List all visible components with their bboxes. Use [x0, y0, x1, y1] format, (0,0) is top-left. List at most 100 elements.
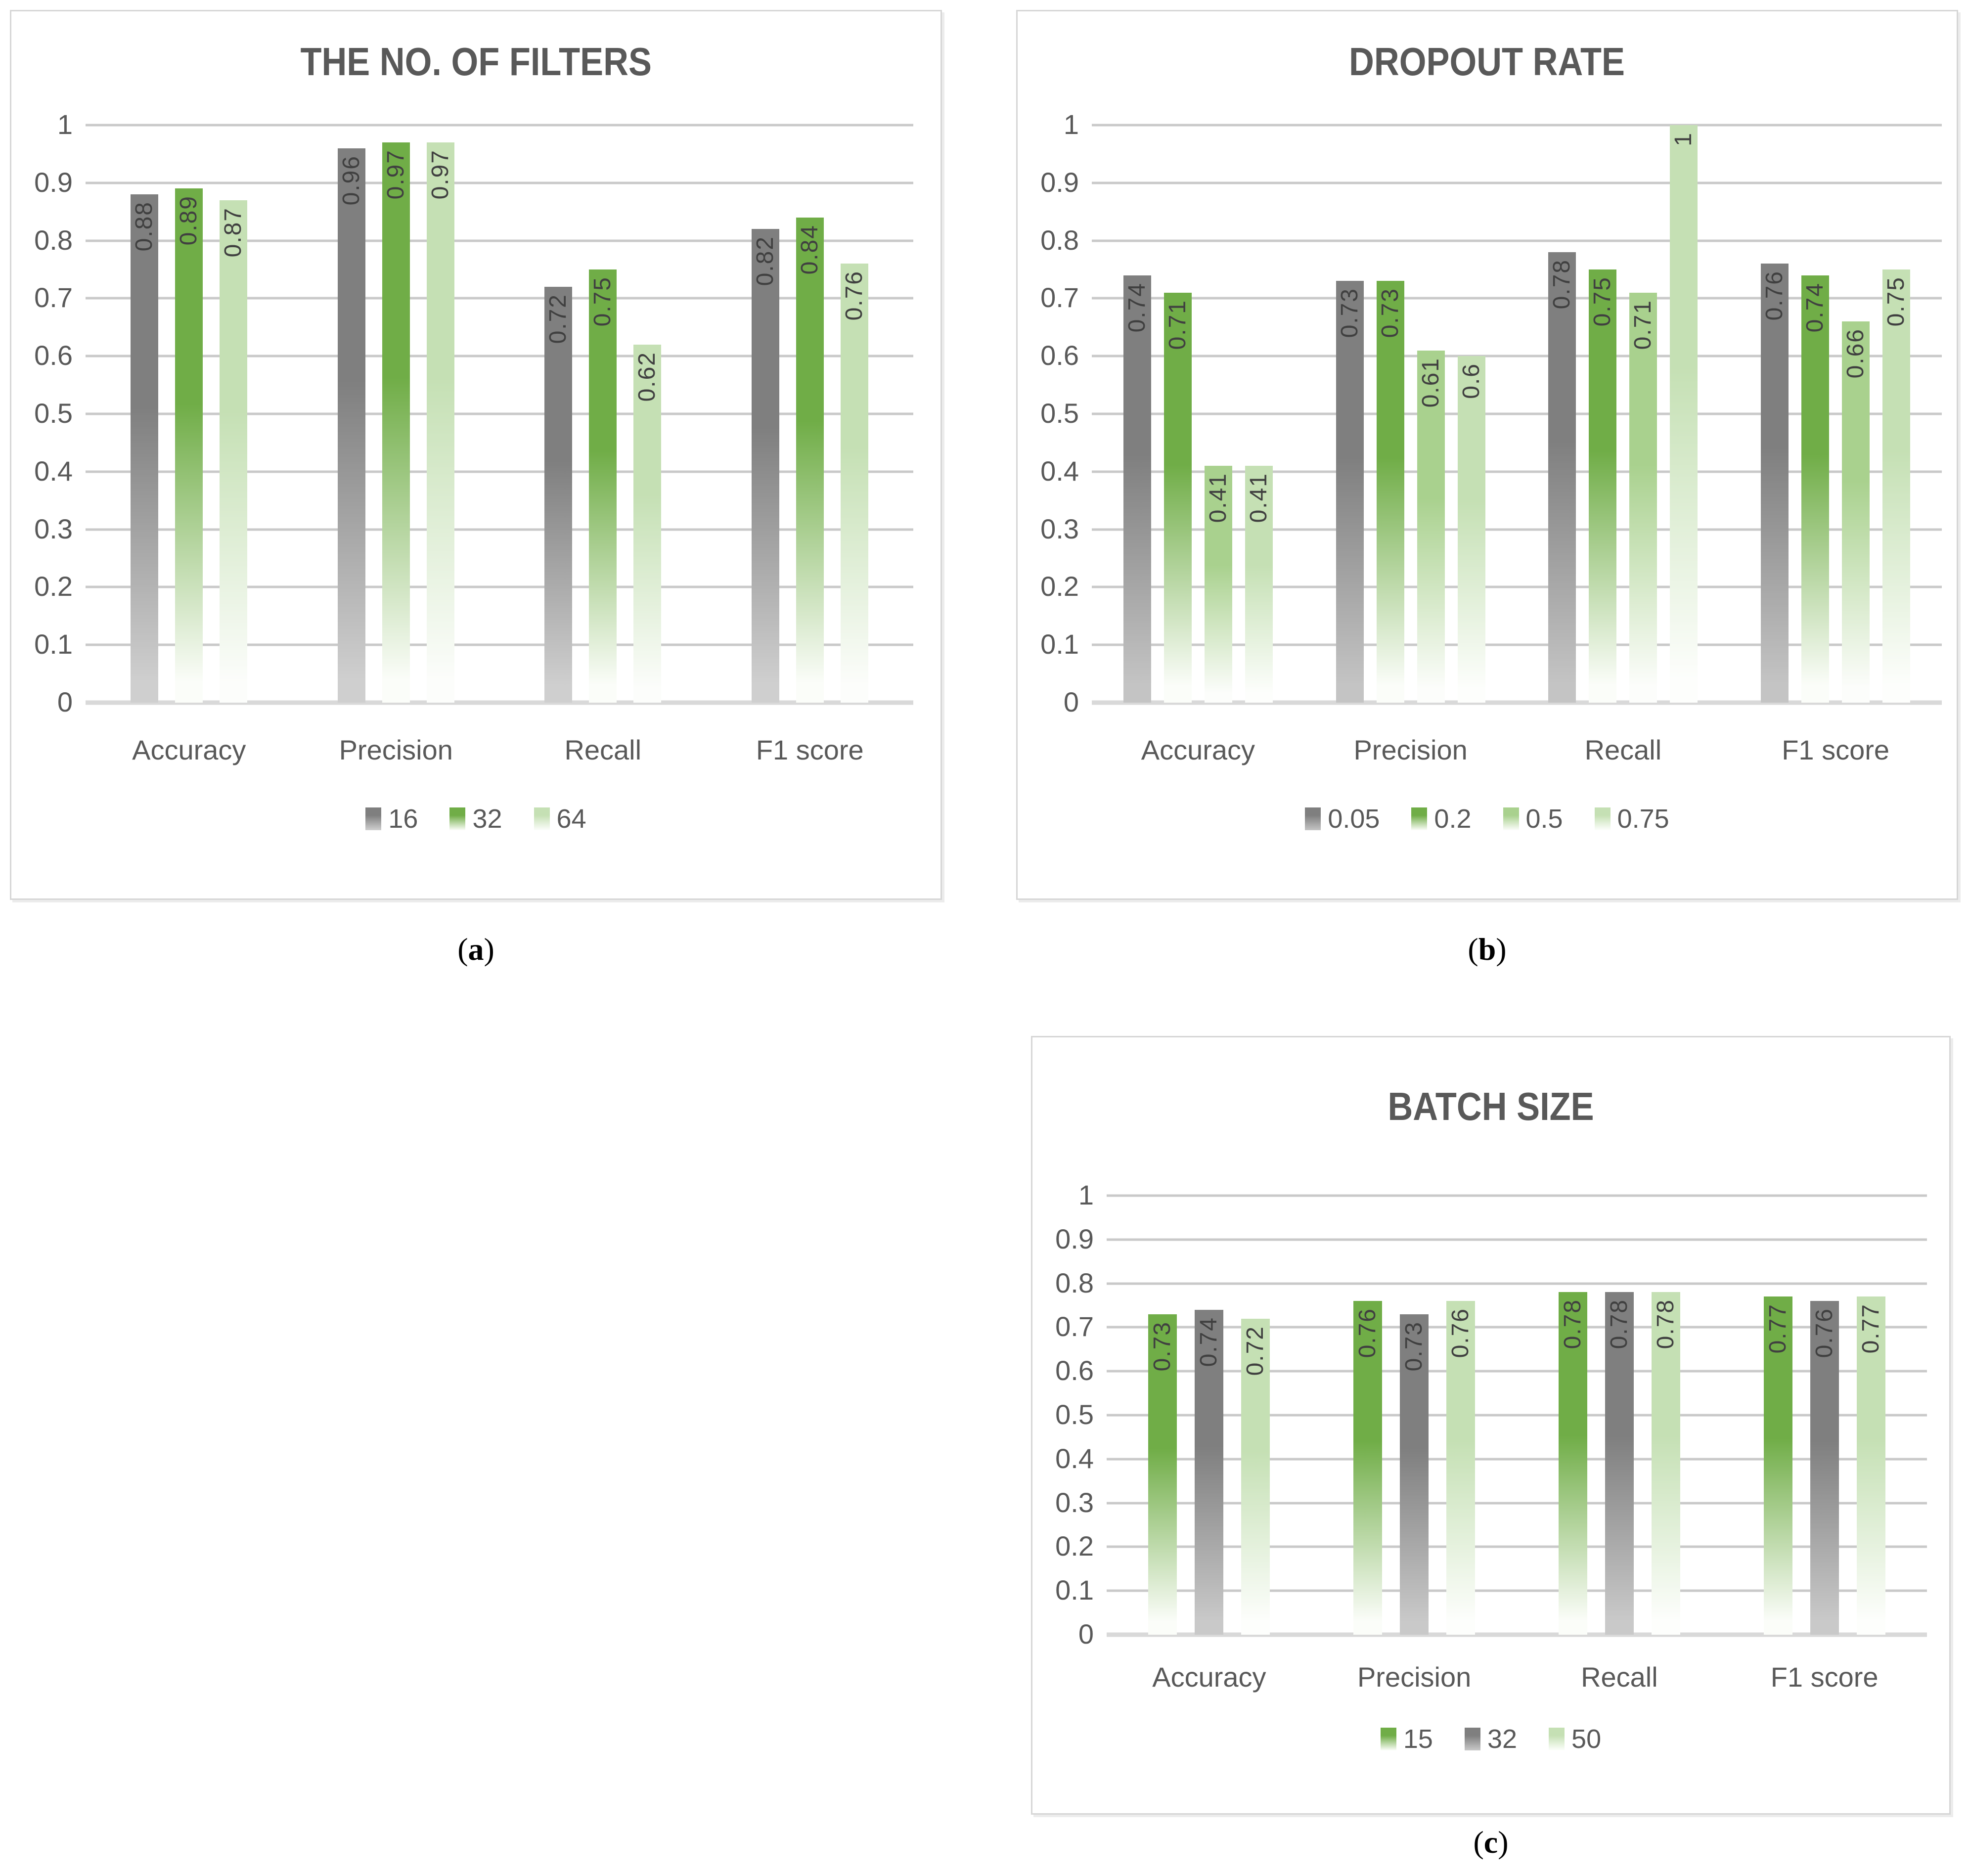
bar-32: 0.76: [1810, 1301, 1839, 1635]
x-axis-line: [1092, 700, 1942, 705]
y-axis: 1 0.9 0.8 0.7 0.6 0.5 0.4 0.3 0.2 0.1 0: [1032, 1181, 1107, 1648]
legend-item: 16: [365, 805, 418, 832]
bar-value-label: 0.72: [1242, 1325, 1269, 1376]
bar-16: 0.82: [751, 229, 779, 703]
bar-value-label: 0.77: [1764, 1303, 1791, 1354]
caption-close-paren: ): [1496, 932, 1507, 967]
bar-group: 0.78 0.78 0.78: [1517, 1196, 1722, 1635]
bar-32: 0.73: [1400, 1314, 1429, 1635]
y-tick-label: 0.8: [1040, 224, 1079, 256]
gridline: [1092, 528, 1942, 531]
y-tick-label: 0.6: [1055, 1355, 1094, 1386]
y-tick-label: 0: [1063, 686, 1079, 717]
gridline: [1092, 643, 1942, 646]
caption-c: (c): [1031, 1824, 1951, 1862]
caption-open-paren: (: [1468, 932, 1478, 967]
bar-value-label: 0.97: [427, 149, 453, 200]
legend-item: 32: [449, 805, 502, 832]
legend-label: 0.75: [1617, 804, 1669, 834]
gridline: [1107, 1238, 1927, 1241]
bar-64: 0.87: [220, 200, 248, 703]
y-tick-label: 1: [57, 108, 73, 140]
legend-swatch: [365, 807, 382, 830]
gridline: [1092, 470, 1942, 473]
bar-50: 0.72: [1241, 1318, 1270, 1635]
bar-0.5: 0.61: [1417, 350, 1445, 703]
legend-swatch: [1464, 1728, 1480, 1750]
bar-15: 0.73: [1148, 1314, 1177, 1635]
bar-16: 0.96: [337, 148, 365, 703]
y-tick-label: 0.4: [1055, 1442, 1094, 1474]
bar-value-label: 0.76: [1761, 270, 1788, 321]
y-tick-label: 0.8: [1055, 1267, 1094, 1298]
chart-panel-num-filters: THE NO. OF FILTERS 1 0.9 0.8 0.7 0.6 0.5 0.4 0.…: [10, 10, 942, 900]
chart-title-text: BATCH SIZE: [1387, 1084, 1594, 1128]
x-axis-labels: Accuracy Precision Recall F1 score: [1092, 734, 1942, 766]
bar-0.05: 0.73: [1336, 281, 1364, 703]
bar-0.05: 0.74: [1123, 275, 1151, 703]
bar-0.2: 0.71: [1164, 292, 1192, 703]
bar-0.05: 0.78: [1548, 252, 1576, 703]
bar-0.2: 0.74: [1801, 275, 1830, 703]
bar-value-label: 0.73: [1149, 1321, 1176, 1372]
bar-value-label: 0.73: [1336, 288, 1363, 338]
plot-area: 0.74 0.71 0.41 0.41 0.73 0.73 0.61 0.6 0.78 0.75 0…: [1092, 124, 1942, 705]
bar-value-label: 0.96: [338, 155, 364, 206]
y-tick-label: 0.6: [34, 340, 73, 371]
chart-area: 1 0.9 0.8 0.7 0.6 0.5 0.4 0.3 0.2 0.1 0 0.88 0.89 0.…: [11, 110, 940, 715]
bar-32: 0.78: [1605, 1292, 1634, 1635]
chart-title: DROPOUT RATE: [1018, 40, 1957, 84]
legend-item: 64: [534, 805, 586, 832]
bar-value-label: 0.76: [1354, 1308, 1381, 1358]
bar-64: 0.76: [840, 264, 868, 703]
gridline: [1107, 1545, 1927, 1548]
y-tick-label: 0: [1078, 1618, 1094, 1650]
y-tick-label: 0.4: [1040, 455, 1079, 487]
y-tick-label: 0.1: [1040, 628, 1079, 660]
chart-panel-batch-size: BATCH SIZE 1 0.9 0.8 0.7 0.6 0.5 0.4 0.3 0.2 0.1 0…: [1031, 1036, 1951, 1815]
legend-item: 0.75: [1594, 804, 1669, 834]
chart-title: THE NO. OF FILTERS: [11, 40, 940, 84]
y-tick-label: 0.7: [34, 282, 73, 313]
legend-item: 50: [1549, 1726, 1601, 1752]
bar-group: 0.88 0.89 0.87: [86, 125, 293, 703]
bar-value-label: 0.66: [1842, 328, 1869, 379]
bar-0.75: 1: [1670, 125, 1698, 703]
plot-area: 0.73 0.74 0.72 0.76 0.73 0.76 0.78 0.78 0.78 0.77…: [1107, 1194, 1927, 1637]
legend-swatch: [1305, 807, 1321, 830]
caption-letter: b: [1478, 932, 1496, 967]
bar-50: 0.76: [1446, 1301, 1476, 1635]
gridline: [86, 585, 913, 588]
bar-group: 0.72 0.75 0.62: [499, 125, 707, 703]
bar-value-label: 0.62: [634, 351, 661, 402]
category-label: F1 score: [1770, 1661, 1879, 1693]
legend-label: 0.05: [1328, 804, 1380, 834]
gridline: [1092, 239, 1942, 242]
y-tick-label: 0.9: [1055, 1223, 1094, 1254]
bar-value-label: 0.84: [796, 224, 823, 275]
bar-32: 0.75: [589, 269, 617, 703]
gridline: [1107, 1502, 1927, 1505]
bar-group: 0.76 0.73 0.76: [1312, 1196, 1517, 1635]
y-tick-label: 0.9: [34, 166, 73, 198]
gridline: [1092, 585, 1942, 588]
category-label: F1 score: [756, 734, 864, 765]
bar-value-label: 0.78: [1652, 1299, 1679, 1349]
bar-32: 0.97: [382, 142, 410, 703]
x-axis-line: [86, 700, 913, 705]
legend-swatch: [1549, 1728, 1565, 1750]
chart-panel-dropout-rate: DROPOUT RATE 1 0.9 0.8 0.7 0.6 0.5 0.4 0.3 0.2 0.…: [1016, 10, 1958, 900]
bar-group: 0.77 0.76 0.77: [1722, 1196, 1927, 1635]
y-tick-label: 0.4: [34, 455, 73, 487]
bar-value-label: 0.6: [1458, 363, 1484, 399]
y-tick-label: 0.5: [1040, 397, 1079, 429]
gridline: [86, 470, 913, 473]
gridline: [1107, 1414, 1927, 1417]
legend-item: 0.05: [1305, 805, 1380, 832]
y-tick-label: 0.9: [1040, 166, 1079, 198]
bar-group: 0.73 0.74 0.72: [1107, 1196, 1312, 1635]
y-tick-label: 1: [1078, 1179, 1094, 1210]
gridline: [86, 355, 913, 357]
bar-value-label: 0.76: [1447, 1308, 1474, 1358]
